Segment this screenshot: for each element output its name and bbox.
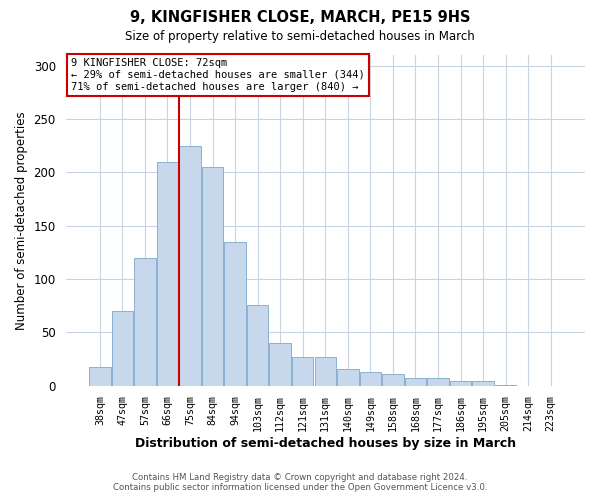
Text: 9, KINGFISHER CLOSE, MARCH, PE15 9HS: 9, KINGFISHER CLOSE, MARCH, PE15 9HS [130, 10, 470, 25]
Bar [224, 242, 246, 386]
Bar [337, 368, 359, 386]
Bar [495, 384, 517, 386]
Bar [427, 378, 449, 386]
Bar [134, 258, 155, 386]
Bar [247, 304, 268, 386]
Bar [314, 357, 336, 386]
X-axis label: Distribution of semi-detached houses by size in March: Distribution of semi-detached houses by … [135, 437, 516, 450]
Bar [405, 378, 426, 386]
Bar [269, 343, 291, 386]
Text: Contains HM Land Registry data © Crown copyright and database right 2024.
Contai: Contains HM Land Registry data © Crown c… [113, 473, 487, 492]
Bar [179, 146, 201, 386]
Bar [157, 162, 178, 386]
Bar [292, 357, 313, 386]
Bar [450, 382, 471, 386]
Bar [382, 374, 404, 386]
Text: 9 KINGFISHER CLOSE: 72sqm
← 29% of semi-detached houses are smaller (344)
71% of: 9 KINGFISHER CLOSE: 72sqm ← 29% of semi-… [71, 58, 364, 92]
Bar [472, 382, 494, 386]
Bar [89, 366, 110, 386]
Y-axis label: Number of semi-detached properties: Number of semi-detached properties [15, 111, 28, 330]
Bar [202, 167, 223, 386]
Bar [112, 311, 133, 386]
Text: Size of property relative to semi-detached houses in March: Size of property relative to semi-detach… [125, 30, 475, 43]
Bar [359, 372, 381, 386]
